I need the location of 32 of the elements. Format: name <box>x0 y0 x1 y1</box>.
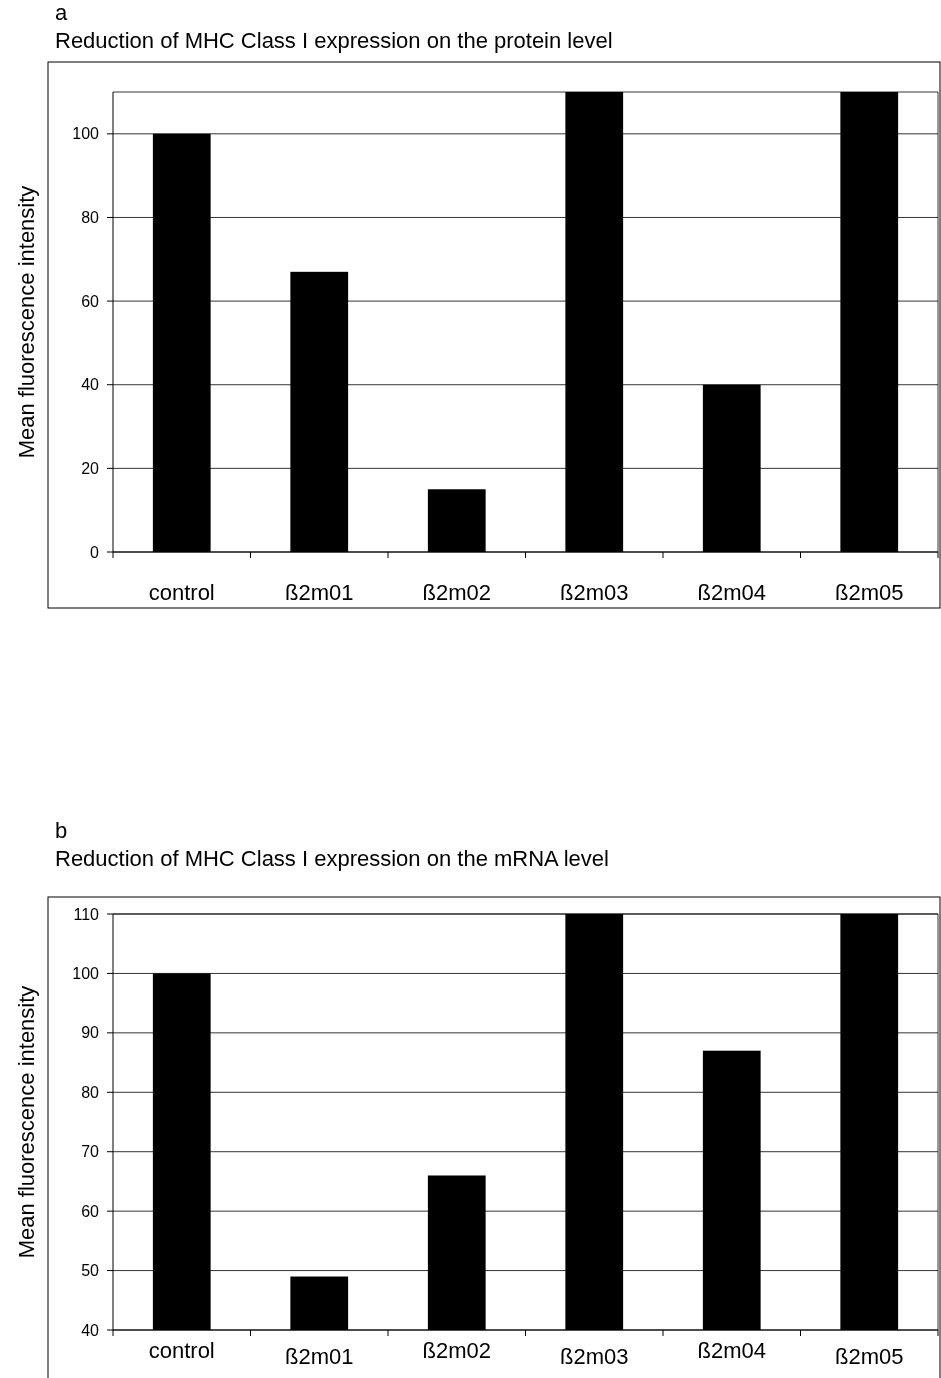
y-tick-label: 110 <box>73 905 100 923</box>
y-tick-label: 0 <box>90 543 100 561</box>
x-tick-label: control <box>148 580 215 605</box>
y-tick-label: 60 <box>81 1202 100 1220</box>
y-tick-label: 100 <box>72 965 100 983</box>
x-tick-label: control <box>148 1338 215 1363</box>
y-tick-label: 40 <box>81 376 100 394</box>
x-tick-label: ß2m02 <box>422 580 491 605</box>
y-tick-label: 100 <box>72 125 100 143</box>
y-tick-label: 70 <box>81 1143 100 1161</box>
x-tick-label: ß2m05 <box>835 580 904 605</box>
x-tick-label: ß2m05 <box>835 1344 904 1369</box>
y-tick-label: 20 <box>81 459 100 477</box>
y-tick-label: 40 <box>81 1321 100 1339</box>
y-tick-label: 80 <box>81 1083 100 1101</box>
y-tick-label: 80 <box>81 209 100 227</box>
x-tick-label: ß2m01 <box>285 580 354 605</box>
y-axis-title: Mean fluorescence intensity <box>14 985 39 1259</box>
y-tick-label: 90 <box>81 1024 100 1042</box>
x-tick-label: ß2m03 <box>560 580 629 605</box>
y-tick-label: 60 <box>81 292 100 310</box>
text: a <box>55 0 68 25</box>
x-tick-label: ß2m04 <box>697 1338 766 1363</box>
y-tick-label: 50 <box>81 1262 100 1280</box>
x-tick-label: ß2m04 <box>697 580 766 605</box>
text: b <box>55 818 68 843</box>
chart-title: Reduction of MHC Class I expression on the protein level <box>55 28 613 53</box>
y-axis-title: Mean fluorescence intensity <box>14 185 39 459</box>
x-tick-label: ß2m02 <box>422 1338 491 1363</box>
chart-title: Reduction of MHC Class I expression on the mRNA level <box>55 846 609 871</box>
x-tick-label: ß2m03 <box>560 1344 629 1369</box>
x-tick-label: ß2m01 <box>285 1344 354 1369</box>
